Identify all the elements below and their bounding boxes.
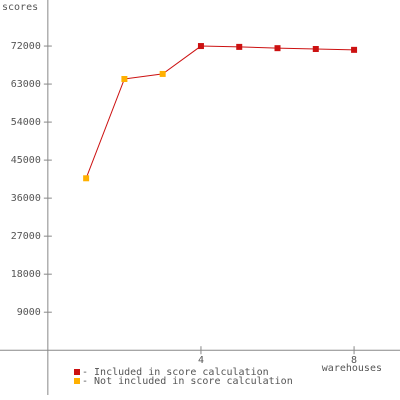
y-tick-label: 27000 <box>11 231 41 242</box>
x-axis-label: warehouses <box>322 363 382 374</box>
legend-label: - Included in score calculation <box>82 367 269 378</box>
x-tick-label: 8 <box>351 355 357 366</box>
point <box>197 43 204 50</box>
legend-swatch <box>74 369 80 375</box>
y-tick-label: 45000 <box>11 155 41 166</box>
y-tick-label: 72000 <box>11 41 41 52</box>
point <box>236 43 243 50</box>
y-axis-label: scores <box>2 2 38 13</box>
point <box>159 70 166 77</box>
legend-swatch <box>74 378 80 384</box>
y-tick-label: 9000 <box>17 307 41 318</box>
legend-label: - Not included in score calculation <box>82 376 293 387</box>
y-tick-label: 54000 <box>11 117 41 128</box>
point <box>312 46 319 53</box>
x-tick-label: 4 <box>198 355 204 366</box>
point <box>83 175 90 182</box>
y-tick-label: 63000 <box>11 79 41 90</box>
point <box>121 76 128 82</box>
point <box>274 45 281 52</box>
y-tick-label: 18000 <box>11 269 41 280</box>
y-tick-label: 36000 <box>11 193 41 204</box>
point <box>351 46 358 53</box>
line <box>85 45 355 179</box>
